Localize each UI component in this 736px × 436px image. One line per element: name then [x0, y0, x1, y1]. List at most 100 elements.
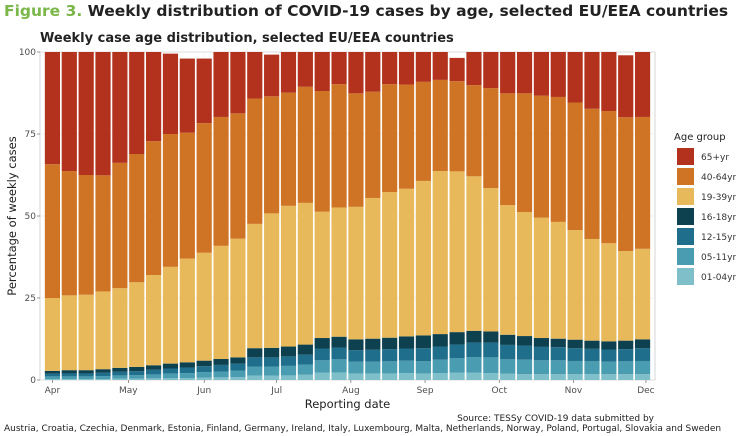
y-tick-label: 50: [25, 212, 37, 222]
bar-segment-19-39yr: [146, 275, 162, 366]
bar-segment-16-18yr: [500, 334, 516, 345]
x-tick-label: Sep: [417, 386, 434, 396]
bar-segment-01-04yr: [162, 378, 179, 380]
bar-segment-16-18yr: [348, 339, 364, 351]
bar-segment-16-18yr: [44, 370, 61, 374]
bar-segment-16-18yr: [146, 365, 162, 370]
bar-segment-01-04yr: [129, 378, 145, 380]
bar-segment-19-39yr: [331, 207, 347, 337]
bar-segment-01-04yr: [95, 379, 111, 380]
bar-segment-16-18yr: [483, 331, 499, 343]
bar-segment-65+yr: [382, 52, 398, 85]
legend-swatch-19-39yr: [677, 188, 694, 205]
bar-segment-65+yr: [415, 52, 431, 82]
bar-segment-01-04yr: [601, 374, 617, 380]
bar-segment-65+yr: [365, 52, 381, 92]
x-tick-label: Apr: [45, 386, 61, 396]
chart-area: Weekly case age distribution, selected E…: [0, 26, 736, 436]
bar-segment-12-15yr: [44, 373, 61, 377]
bar-segment-40-64yr: [146, 141, 162, 276]
bar-segment-01-04yr: [264, 375, 280, 380]
bar-segment-19-39yr: [466, 176, 482, 331]
bar-segment-05-11yr: [230, 370, 246, 378]
source-note: Source: TESSy COVID-19 data submitted by: [457, 414, 654, 424]
bar-segment-19-39yr: [449, 171, 465, 333]
bar-segment-12-15yr: [162, 368, 179, 374]
bar-segment-05-11yr: [162, 373, 179, 379]
bar-segment-40-64yr: [634, 116, 651, 249]
bar-segment-01-04yr: [516, 374, 533, 380]
y-tick-label: 0: [30, 376, 36, 386]
bar-segment-01-04yr: [280, 375, 297, 380]
bar-segment-12-15yr: [432, 346, 448, 360]
bar-segment-12-15yr: [348, 350, 364, 362]
bar-segment-01-04yr: [634, 374, 651, 380]
bar-segment-01-04yr: [297, 374, 313, 380]
x-tick-label: Dec: [637, 386, 654, 396]
bar-segment-40-64yr: [247, 98, 263, 224]
bar-segment-05-11yr: [500, 359, 516, 374]
bar-segment-16-18yr: [618, 340, 634, 350]
bar-segment-05-11yr: [618, 361, 634, 375]
bar-segment-19-39yr: [618, 251, 634, 341]
bar-segment-40-64yr: [584, 108, 600, 239]
bar-segment-01-04yr: [112, 378, 128, 380]
bar-segment-19-39yr: [162, 266, 179, 364]
bar-segment-40-64yr: [449, 81, 465, 172]
x-tick-label: Aug: [342, 386, 360, 396]
bar-segment-65+yr: [348, 52, 364, 94]
x-tick-label: May: [119, 386, 138, 396]
bar-segment-05-11yr: [280, 365, 297, 376]
bar-segment-01-04yr: [550, 374, 566, 380]
bar-segment-40-64yr: [179, 132, 195, 259]
bar-segment-12-15yr: [230, 363, 246, 371]
bar-segment-05-11yr: [533, 360, 549, 375]
bar-segment-01-04yr: [398, 373, 415, 380]
bar-segment-01-04yr: [432, 373, 448, 380]
bar-segment-01-04yr: [78, 379, 94, 380]
bar-segment-19-39yr: [398, 188, 415, 337]
stacked-bar-chart: Weekly case age distribution, selected E…: [5, 31, 736, 411]
legend-swatch-65+yr: [677, 148, 694, 165]
bar-segment-05-11yr: [567, 360, 583, 375]
bar-segment-12-15yr: [129, 371, 145, 376]
bar-segment-01-04yr: [533, 374, 549, 380]
bar-segment-12-15yr: [280, 356, 297, 366]
bar-segment-40-64yr: [196, 123, 212, 253]
bar-segment-40-64yr: [213, 116, 229, 246]
bar-segment-40-64yr: [331, 84, 347, 208]
bar-segment-16-18yr: [382, 337, 398, 350]
bar-segment-65+yr: [78, 52, 94, 175]
bar-segment-65+yr: [95, 52, 111, 176]
bar-segment-40-64yr: [95, 175, 111, 292]
bar-segment-05-11yr: [146, 374, 162, 379]
bar-segment-19-39yr: [129, 282, 145, 367]
bar-segment-65+yr: [567, 52, 583, 103]
bar-segment-40-64yr: [314, 91, 330, 212]
bar-segment-65+yr: [129, 52, 145, 155]
bar-segment-05-11yr: [365, 361, 381, 374]
bar-segment-65+yr: [61, 52, 77, 172]
bar-segment-01-04yr: [179, 378, 195, 380]
bar-segment-40-64yr: [516, 93, 533, 213]
bar-segment-40-64yr: [533, 95, 549, 218]
bar-segment-40-64yr: [280, 92, 297, 206]
bar-segment-19-39yr: [95, 291, 111, 370]
bar-segment-12-15yr: [382, 349, 398, 362]
bar-segment-65+yr: [516, 52, 533, 94]
bar-segment-40-64yr: [415, 81, 431, 181]
bar-segment-01-04yr: [415, 373, 431, 380]
bar-segment-40-64yr: [550, 96, 566, 222]
bar-segment-65+yr: [449, 57, 465, 82]
bar-segment-19-39yr: [516, 212, 533, 337]
bar-segment-05-11yr: [584, 361, 600, 375]
bar-segment-65+yr: [264, 54, 280, 97]
bar-segment-12-15yr: [78, 373, 94, 377]
bar-segment-40-64yr: [500, 93, 516, 206]
bar-segment-19-39yr: [432, 171, 448, 335]
bar-segment-65+yr: [314, 52, 330, 92]
bar-segment-16-18yr: [567, 339, 583, 349]
bar-segment-16-18yr: [314, 338, 330, 349]
bar-segment-05-11yr: [432, 359, 448, 374]
x-axis-title: Reporting date: [305, 397, 391, 411]
